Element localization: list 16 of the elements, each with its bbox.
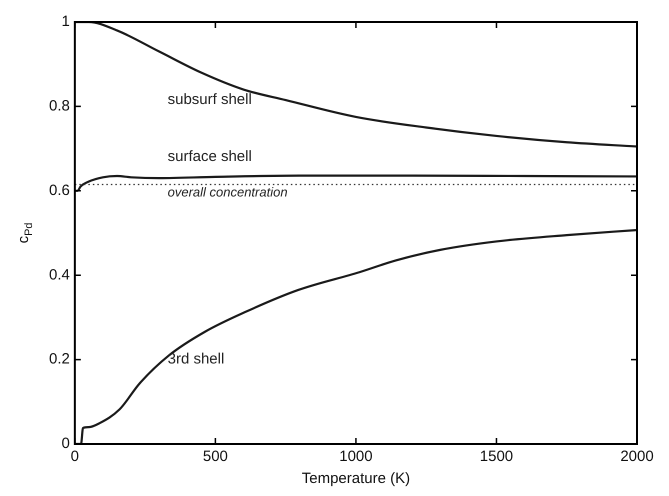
series-label: 3rd shell xyxy=(168,350,224,368)
y-axis-title: cPd xyxy=(15,222,36,244)
series-label: surface shell xyxy=(168,148,252,166)
x-axis-title: Temperature (K) xyxy=(302,470,410,488)
x-tick-label: 2000 xyxy=(620,448,654,466)
y-tick-label: 0.8 xyxy=(48,98,70,115)
series-label: subsurf shell xyxy=(168,90,252,108)
ref-line-label: overall concentration xyxy=(168,184,288,200)
x-tick-label: 500 xyxy=(202,448,228,466)
y-tick-label: 1 xyxy=(62,13,70,30)
y-tick-label: 0.4 xyxy=(48,266,70,284)
y-tick-label: 0.2 xyxy=(48,350,70,368)
y-tick-label: 0.6 xyxy=(48,182,70,199)
x-tick-label: 1000 xyxy=(339,448,373,466)
y-tick-label: 0 xyxy=(62,435,70,452)
x-tick-label: 1500 xyxy=(480,448,514,466)
